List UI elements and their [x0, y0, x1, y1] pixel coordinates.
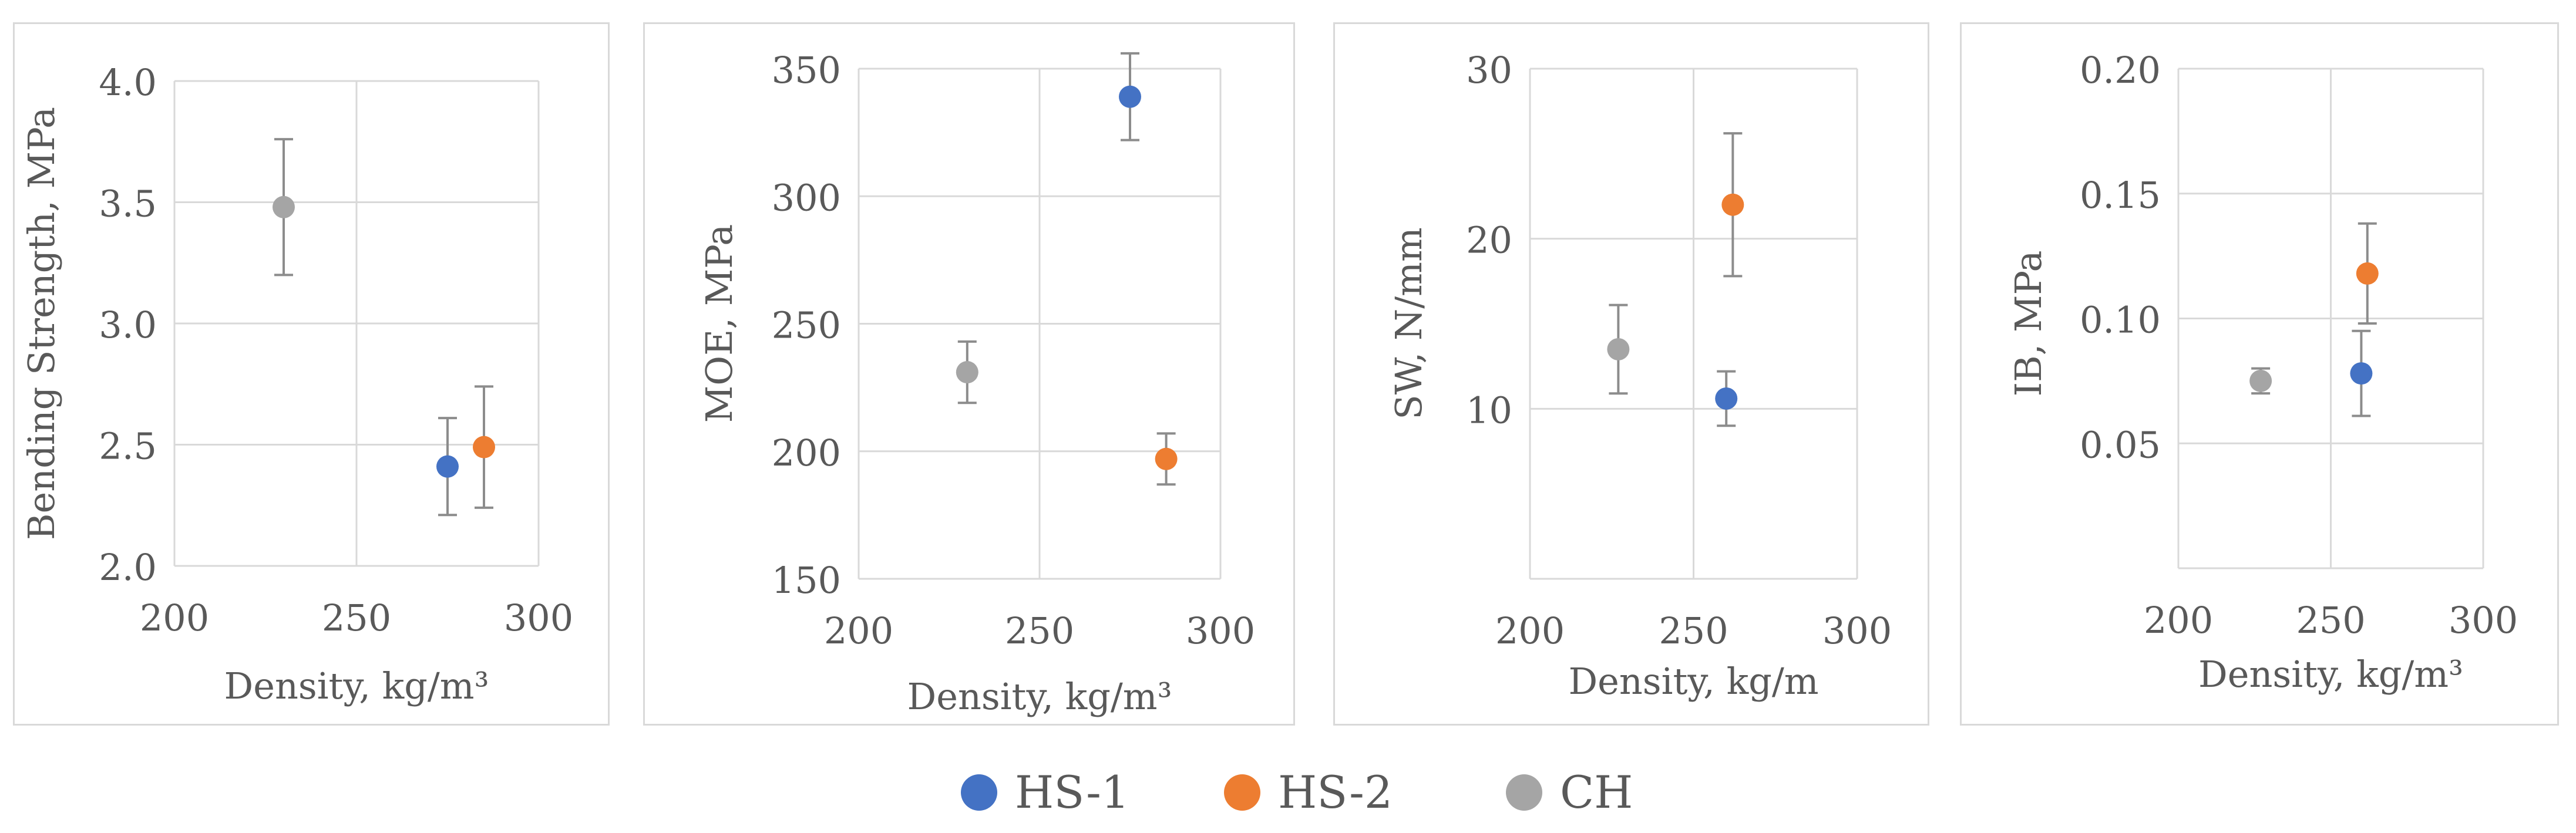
x-tick-label: 200 — [824, 609, 893, 652]
y-axis-label: SW, N/mm — [1387, 227, 1430, 420]
y-tick-label: 2.0 — [99, 546, 157, 589]
y-tick-label: 3.5 — [99, 183, 157, 225]
x-axis-label: Density, kg/m³ — [224, 665, 489, 707]
legend-label-ch: CH — [1560, 766, 1633, 818]
data-point-ch — [273, 195, 295, 218]
chart-panel-sw — [1333, 22, 1929, 726]
chart-bending-strength: 2.0 2.5 3.0 3.5 4.0 200 250 300 Density, kg/m³ Be… — [20, 61, 573, 707]
series-hs-1 — [2350, 329, 2373, 417]
data-point-hs-2 — [1155, 447, 1178, 470]
legend-marker-hs-1 — [961, 774, 997, 811]
y-tick-label: 2.5 — [99, 425, 157, 468]
x-tick-label: 300 — [2449, 599, 2518, 642]
legend-label-hs-2: HS-2 — [1278, 766, 1393, 818]
data-point-hs-2 — [2356, 262, 2379, 285]
y-tick-label: 150 — [772, 559, 841, 602]
chart-ib: 0.05 0.10 0.15 0.20 200 250 300 Density, kg/m³ I… — [2007, 49, 2518, 696]
legend-item-hs-1: HS-1 — [961, 760, 1149, 825]
legend-marker-hs-2 — [1224, 774, 1260, 811]
y-tick-label: 30 — [1466, 49, 1512, 92]
y-tick-label: 300 — [772, 176, 841, 219]
data-point-ch — [1607, 338, 1630, 360]
x-tick-label: 200 — [1495, 609, 1565, 652]
y-tick-label: 350 — [772, 49, 841, 92]
y-tick-label: 20 — [1466, 219, 1512, 262]
series-hs-1 — [1715, 370, 1738, 427]
series-hs-2 — [1721, 132, 1744, 278]
legend-marker-ch — [1506, 774, 1542, 811]
series-ch — [2249, 367, 2272, 395]
x-axis-label: Density, kg/m³ — [2198, 653, 2463, 696]
x-tick-label: 300 — [1186, 609, 1255, 652]
data-point-ch — [956, 361, 978, 384]
y-tick-label: 0.20 — [2080, 49, 2161, 92]
data-point-ch — [2249, 369, 2272, 392]
data-point-hs-1 — [436, 455, 459, 478]
data-point-hs-2 — [473, 436, 495, 458]
series-hs-2 — [473, 385, 495, 509]
x-tick-label: 200 — [2144, 599, 2213, 642]
x-axis-label: Density, kg/m³ — [907, 675, 1172, 718]
x-tick-label: 300 — [1822, 609, 1892, 652]
legend-label-hs-1: HS-1 — [1015, 766, 1130, 818]
y-tick-label: 0.05 — [2080, 423, 2161, 466]
x-tick-label: 200 — [140, 596, 209, 639]
series-ch — [273, 138, 295, 276]
charts-svg: 2.0 2.5 3.0 3.5 4.0 200 250 300 Density, kg/m³ Be… — [20, 49, 2518, 718]
series-ch — [1607, 303, 1630, 395]
y-tick-label: 0.10 — [2080, 299, 2161, 342]
y-tick-label: 10 — [1466, 389, 1512, 431]
chart-moe: 150 200 250 300 350 200 250 300 Density, kg/m³ MO… — [698, 49, 1255, 718]
y-tick-label: 0.15 — [2080, 174, 2161, 217]
x-tick-label: 250 — [2296, 599, 2365, 642]
x-axis-label: Density, kg/m — [1568, 660, 1818, 703]
legend-item-hs-2: HS-2 — [1224, 760, 1412, 825]
x-tick-label: 250 — [1005, 609, 1074, 652]
series-ch — [956, 340, 978, 404]
legend: HS-1 HS-2 CH — [0, 760, 2576, 825]
legend-item-ch: CH — [1506, 760, 1659, 825]
y-tick-label: 3.0 — [99, 303, 157, 346]
y-tick-label: 4.0 — [99, 61, 157, 104]
y-axis-label: MOE, MPa — [698, 224, 741, 423]
series-hs-1 — [436, 417, 459, 517]
y-axis-label: Bending Strength, MPa — [20, 107, 63, 540]
data-point-hs-1 — [1119, 85, 1141, 108]
series-hs-1 — [1119, 52, 1141, 141]
x-tick-label: 300 — [504, 596, 573, 639]
y-tick-label: 250 — [772, 304, 841, 347]
data-point-hs-1 — [1715, 387, 1738, 410]
chart-panel-bending-strength — [13, 22, 610, 726]
x-tick-label: 250 — [322, 596, 391, 639]
y-tick-label: 200 — [772, 431, 841, 474]
x-tick-label: 250 — [1659, 609, 1728, 652]
data-point-hs-2 — [1721, 193, 1744, 216]
series-hs-2 — [2356, 222, 2379, 325]
data-point-hs-1 — [2350, 362, 2373, 385]
y-axis-label: IB, MPa — [2007, 251, 2050, 397]
series-hs-2 — [1155, 432, 1178, 486]
